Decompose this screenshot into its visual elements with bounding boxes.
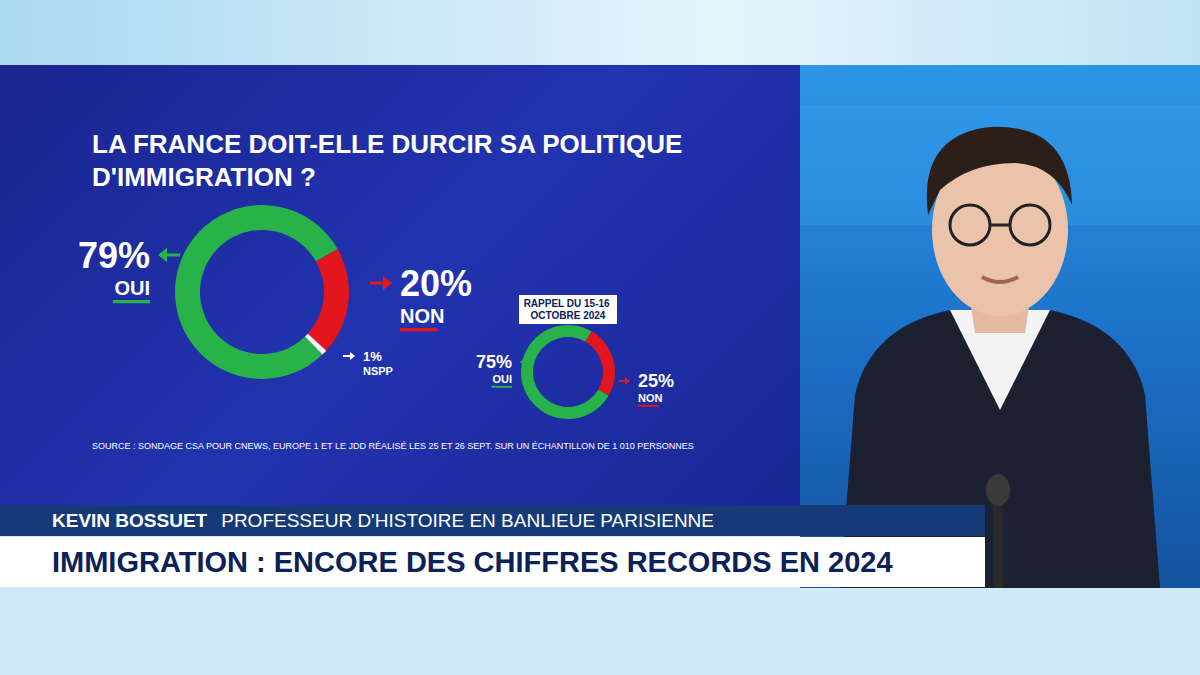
- html-text:SOURCE : SONDAGE CSA POUR CNEW: SOURCE : SONDAGE CSA POUR CNEWS, EUROPE …: [92, 441, 694, 451]
- svg-text:25%: 25%: [638, 371, 674, 391]
- svg-text:OUI: OUI: [492, 373, 512, 385]
- svg-text:NON: NON: [638, 392, 663, 404]
- svg-text:NSPP: NSPP: [363, 365, 393, 377]
- html-text:PROFESSEUR D'HISTOIRE EN BANLI: PROFESSEUR D'HISTOIRE EN BANLIEUE PARISI…: [221, 510, 714, 531]
- svg-text:75%: 75%: [476, 352, 512, 372]
- svg-text:1%: 1%: [363, 349, 382, 364]
- svg-text:OUI: OUI: [114, 277, 150, 299]
- svg-text:OCTOBRE 2024: OCTOBRE 2024: [531, 310, 606, 321]
- svg-text:20%: 20%: [400, 263, 472, 304]
- html-text:LA FRANCE DOIT-ELLE DURCIR SA: LA FRANCE DOIT-ELLE DURCIR SA POLITIQUE …: [92, 129, 683, 192]
- svg-text:NON: NON: [400, 305, 444, 327]
- html-text:IMMIGRATION : ENCORE DES CHIFF: IMMIGRATION : ENCORE DES CHIFFRES RECORD…: [52, 546, 893, 578]
- svg-text:RAPPEL DU 15-16: RAPPEL DU 15-16: [524, 298, 613, 309]
- svg-text:79%: 79%: [78, 235, 150, 276]
- html-text:KEVIN BOSSUET: KEVIN BOSSUET: [52, 510, 208, 531]
